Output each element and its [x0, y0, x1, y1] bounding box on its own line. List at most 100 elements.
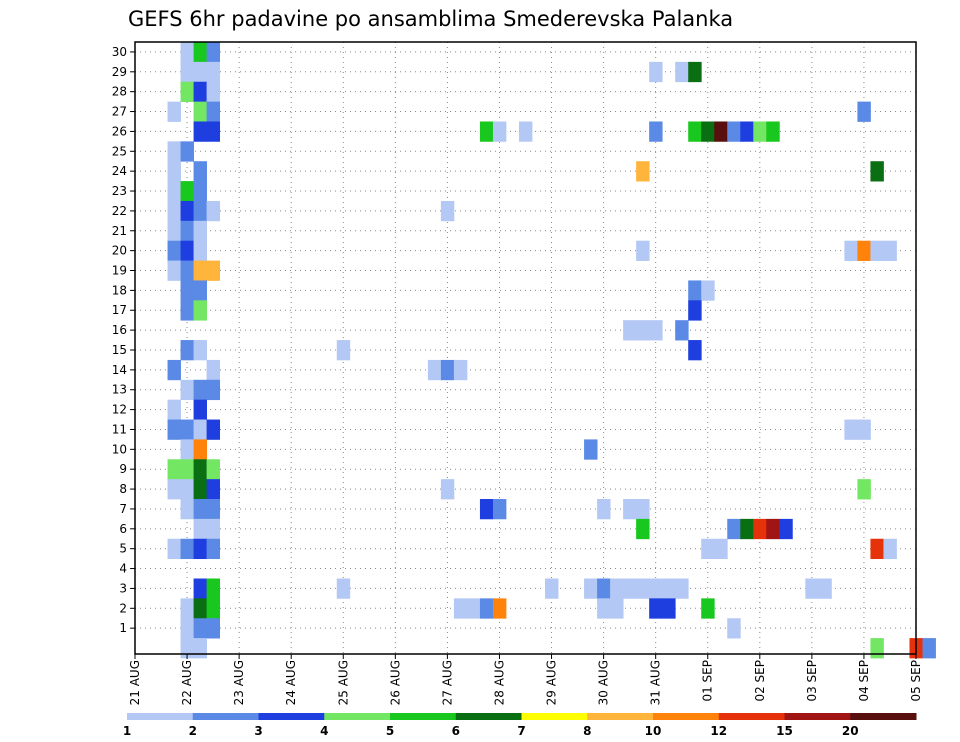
precip-cell — [206, 359, 221, 381]
precip-cell — [336, 340, 351, 361]
y-tick-label: 21 — [112, 224, 127, 238]
precip-cell — [167, 220, 181, 242]
precip-cell — [870, 240, 884, 261]
precip-cell — [701, 538, 715, 560]
x-tick-label: 22 AUG — [180, 660, 194, 705]
precip-cell — [193, 181, 207, 202]
precip-cell — [206, 459, 221, 480]
precip-cell — [518, 121, 533, 142]
precip-cell — [206, 379, 221, 401]
colorbar-swatch — [784, 713, 851, 720]
precip-cell — [206, 121, 221, 142]
precip-cell — [492, 499, 507, 520]
x-tick-label: 23 AUG — [232, 660, 246, 705]
x-tick-label: 24 AUG — [284, 660, 298, 705]
colorbar-label: 5 — [386, 724, 394, 738]
colorbar-label: 2 — [189, 724, 197, 738]
precip-cell — [206, 200, 221, 222]
precip-cell — [167, 240, 181, 261]
precip-cell — [193, 379, 207, 401]
colorbar-label: 10 — [645, 724, 662, 738]
precip-cell — [193, 598, 207, 619]
y-tick-label: 29 — [112, 65, 127, 79]
colorbar-swatch — [192, 713, 259, 720]
precip-cell — [193, 499, 207, 520]
y-tick-label: 17 — [112, 303, 127, 317]
precip-cell — [883, 240, 897, 261]
precip-cell — [180, 61, 194, 83]
x-tick-label: 29 AUG — [545, 660, 559, 705]
precip-cell — [206, 101, 221, 122]
y-tick-label: 19 — [112, 264, 127, 278]
precip-cell — [479, 499, 494, 520]
precip-cell — [662, 598, 676, 619]
precip-cell — [623, 499, 637, 520]
y-tick-label: 13 — [112, 383, 127, 397]
precip-cell — [180, 419, 194, 440]
precip-cell — [167, 181, 181, 202]
precip-cell — [688, 340, 702, 361]
precip-cell — [167, 479, 181, 500]
precip-cell — [753, 121, 767, 142]
precip-cell — [610, 578, 624, 599]
precip-cell — [167, 459, 181, 480]
precip-cell — [714, 121, 728, 142]
precip-cell — [688, 121, 702, 142]
precip-cell — [180, 379, 194, 401]
precip-cell — [922, 638, 936, 659]
cells-layer — [167, 42, 936, 659]
precip-cell — [180, 81, 194, 103]
precip-cell — [193, 340, 207, 361]
precip-cell — [883, 538, 897, 560]
x-axis: 21 AUG 22 AUG 23 AUG 24 AUG 25 AUG 26 AUG 27 A… — [128, 654, 923, 705]
precip-cell — [649, 121, 663, 142]
y-tick-label: 14 — [112, 363, 127, 377]
precip-cell — [857, 240, 871, 261]
precip-cell — [193, 578, 207, 599]
y-tick-label: 23 — [112, 184, 127, 198]
colorbar-swatch — [324, 713, 391, 720]
precip-cell — [636, 578, 650, 599]
precip-cell — [193, 538, 207, 560]
colorbar-label: 1 — [123, 724, 131, 738]
precip-cell — [180, 141, 194, 162]
y-tick-label: 30 — [112, 45, 127, 59]
x-tick-label: 26 AUG — [388, 660, 402, 705]
y-tick-label: 8 — [119, 482, 127, 496]
precip-cell — [649, 598, 663, 619]
precip-cell — [766, 518, 780, 540]
precip-cell — [193, 518, 207, 540]
precip-cell — [727, 121, 741, 142]
plot-frame — [134, 41, 917, 655]
precip-cell — [779, 518, 793, 540]
x-tick-label: 02 SEP — [753, 660, 767, 702]
precip-cell — [818, 578, 832, 599]
precip-cell — [740, 121, 754, 142]
precip-cell — [206, 81, 221, 103]
precip-cell — [193, 260, 207, 281]
precip-cell — [180, 340, 194, 361]
colorbar-label: 12 — [710, 724, 727, 738]
y-tick-label: 18 — [112, 283, 127, 297]
precip-cell — [636, 320, 650, 341]
precip-cell — [206, 499, 221, 520]
precip-cell — [180, 300, 194, 321]
precip-cell — [440, 200, 455, 222]
precip-cell — [766, 121, 780, 142]
precip-cell — [193, 300, 207, 321]
precip-cell — [636, 161, 650, 182]
precip-cell — [180, 459, 194, 480]
precip-cell — [180, 439, 194, 460]
colorbar-swatch — [390, 713, 457, 720]
x-tick-label: 01 SEP — [701, 660, 715, 702]
precip-cell — [675, 320, 689, 341]
x-tick-label: 27 AUG — [440, 660, 454, 705]
precip-cell — [193, 280, 207, 301]
colorbar-label: 7 — [517, 724, 525, 738]
y-tick-label: 2 — [119, 601, 127, 615]
precip-cell — [844, 240, 858, 261]
precip-cell — [206, 538, 221, 560]
precip-cell — [167, 101, 181, 122]
precip-cell — [479, 598, 494, 619]
precip-cell — [180, 240, 194, 261]
